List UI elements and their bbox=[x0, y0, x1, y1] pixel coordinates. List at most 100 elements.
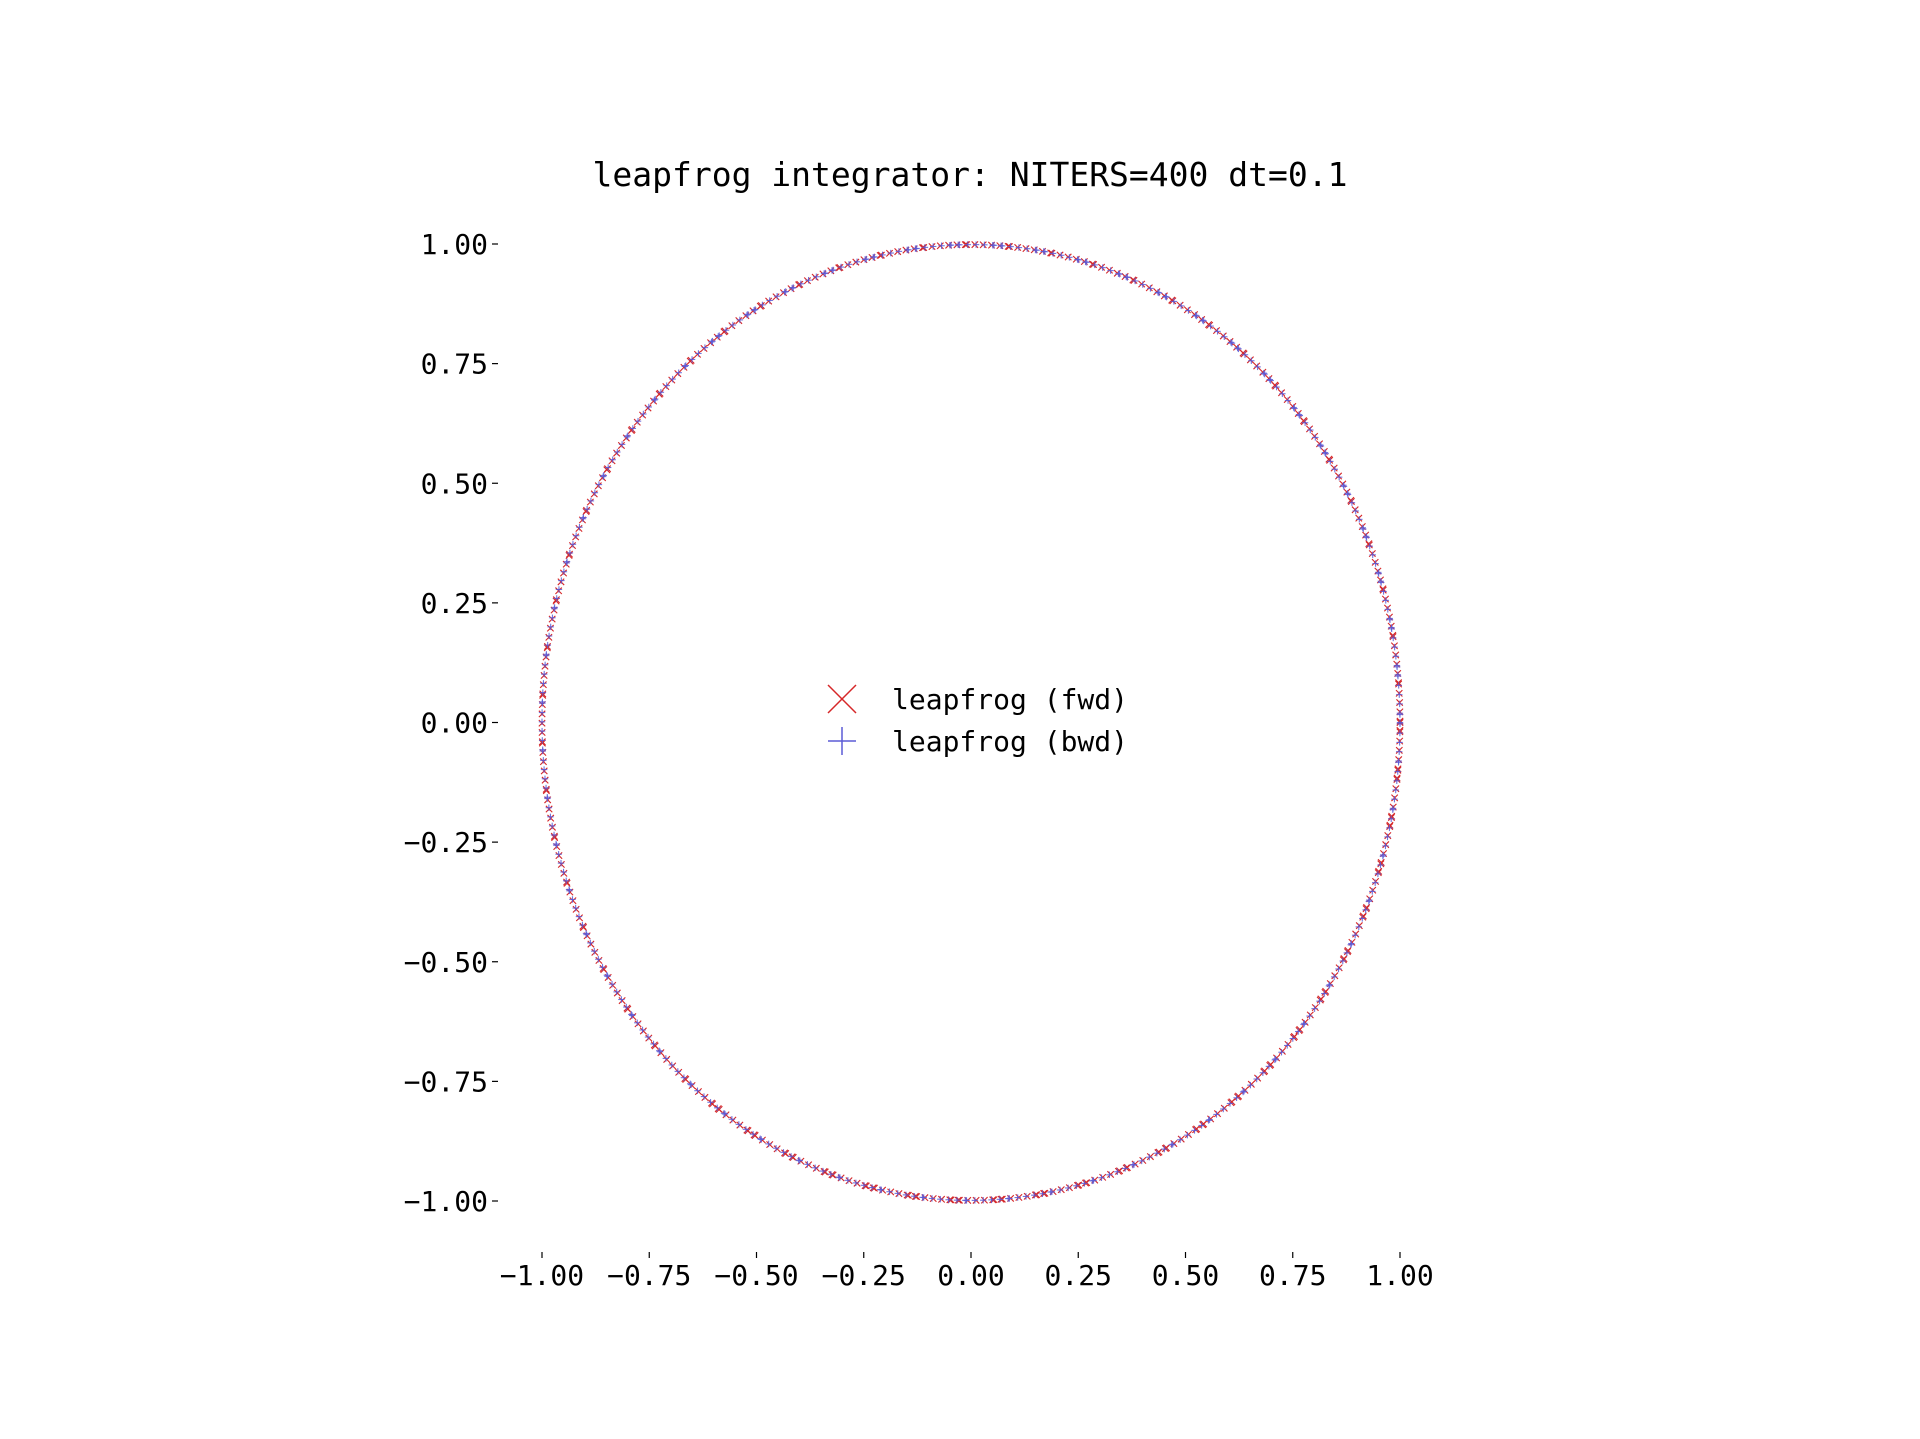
point-bwd bbox=[1343, 949, 1351, 957]
point-fwd bbox=[1331, 972, 1339, 980]
point-bwd bbox=[540, 757, 547, 764]
point-bwd bbox=[797, 280, 805, 287]
point-bwd bbox=[1284, 1042, 1291, 1049]
point-bwd bbox=[1300, 1021, 1307, 1028]
point-bwd bbox=[1056, 1186, 1064, 1194]
point-fwd bbox=[1330, 464, 1338, 472]
point-bwd bbox=[1161, 1145, 1168, 1153]
point-bwd bbox=[1396, 711, 1404, 718]
point-bwd bbox=[1327, 458, 1334, 465]
point-bwd bbox=[782, 288, 789, 295]
point-fwd bbox=[613, 989, 621, 997]
point-bwd bbox=[905, 246, 912, 253]
point-bwd bbox=[1279, 390, 1286, 397]
point-bwd bbox=[1014, 1194, 1021, 1201]
point-bwd bbox=[539, 689, 547, 696]
point-bwd bbox=[656, 1048, 664, 1055]
point-bwd bbox=[1169, 1141, 1177, 1148]
point-bwd bbox=[1396, 739, 1403, 746]
point-fwd bbox=[766, 1140, 774, 1149]
point-bwd bbox=[553, 595, 560, 602]
legend-marker-fwd-icon bbox=[827, 684, 857, 714]
point-fwd bbox=[1176, 301, 1184, 309]
point-bwd bbox=[687, 1080, 694, 1088]
point-bwd bbox=[1386, 824, 1393, 832]
point-bwd bbox=[758, 1136, 765, 1143]
point-bwd bbox=[837, 263, 845, 271]
point-bwd bbox=[687, 1081, 695, 1088]
x-tick-label: 0.00 bbox=[937, 1259, 1004, 1292]
point-bwd bbox=[1393, 663, 1401, 671]
point-bwd bbox=[1049, 250, 1057, 257]
point-bwd bbox=[1301, 1020, 1308, 1027]
point-bwd bbox=[1253, 1075, 1260, 1083]
point-bwd bbox=[1241, 351, 1249, 358]
point-bwd bbox=[829, 266, 837, 274]
point-bwd bbox=[1004, 1195, 1012, 1202]
point-bwd bbox=[1296, 412, 1304, 419]
point-bwd bbox=[583, 505, 591, 513]
point-fwd bbox=[700, 344, 708, 353]
legend: leapfrog (fwd) leapfrog (bwd) bbox=[827, 683, 1128, 758]
point-bwd bbox=[1116, 270, 1123, 278]
point-bwd bbox=[1335, 965, 1342, 973]
point-bwd bbox=[694, 1087, 701, 1094]
point-bwd bbox=[550, 831, 558, 839]
point-bwd bbox=[662, 1055, 670, 1062]
point-bwd bbox=[1392, 653, 1400, 660]
point-fwd bbox=[663, 1055, 671, 1063]
point-bwd bbox=[560, 868, 567, 876]
point-bwd bbox=[1259, 1069, 1267, 1076]
point-bwd bbox=[921, 244, 929, 251]
point-bwd bbox=[1163, 293, 1170, 301]
point-bwd bbox=[1233, 1094, 1240, 1102]
point-fwd bbox=[638, 411, 647, 419]
point-bwd bbox=[545, 632, 553, 640]
point-bwd bbox=[1395, 748, 1403, 755]
point-fwd bbox=[608, 457, 616, 465]
point-bwd bbox=[1360, 525, 1367, 533]
point-bwd bbox=[1226, 1100, 1234, 1107]
point-bwd bbox=[1146, 1153, 1153, 1161]
point-bwd bbox=[1265, 1063, 1273, 1070]
point-bwd bbox=[613, 988, 620, 996]
point-bwd bbox=[569, 896, 576, 903]
point-bwd bbox=[1131, 277, 1139, 285]
point-bwd bbox=[541, 775, 549, 782]
point-bwd bbox=[1344, 491, 1352, 498]
point-fwd bbox=[613, 449, 621, 457]
point-bwd bbox=[1330, 973, 1338, 981]
x-tick-label: −0.75 bbox=[607, 1259, 691, 1292]
legend-label-fwd: leapfrog (fwd) bbox=[892, 683, 1128, 716]
point-bwd bbox=[629, 425, 637, 432]
point-bwd bbox=[552, 840, 560, 848]
point-fwd bbox=[736, 1121, 744, 1129]
point-bwd bbox=[1192, 312, 1199, 319]
point-bwd bbox=[988, 1196, 995, 1204]
point-bwd bbox=[971, 1197, 979, 1204]
point-bwd bbox=[1321, 990, 1328, 997]
point-bwd bbox=[1121, 1165, 1129, 1172]
point-bwd bbox=[722, 327, 730, 334]
point-bwd bbox=[1191, 1127, 1198, 1134]
point-bwd bbox=[1344, 490, 1351, 497]
point-bwd bbox=[720, 1110, 728, 1117]
point-bwd bbox=[715, 333, 722, 340]
point-bwd bbox=[1170, 298, 1178, 305]
point-bwd bbox=[1213, 1111, 1220, 1118]
point-bwd bbox=[1394, 768, 1401, 775]
point-bwd bbox=[1326, 981, 1333, 988]
point-bwd bbox=[1234, 344, 1241, 352]
point-bwd bbox=[628, 1012, 636, 1019]
point-bwd bbox=[695, 350, 702, 357]
point-bwd bbox=[1306, 1012, 1313, 1020]
point-bwd bbox=[542, 784, 550, 792]
point-bwd bbox=[750, 306, 758, 314]
point-bwd bbox=[1369, 551, 1376, 559]
point-bwd bbox=[595, 481, 603, 488]
point-bwd bbox=[879, 251, 886, 259]
point-bwd bbox=[563, 558, 571, 565]
point-fwd bbox=[1212, 326, 1221, 335]
point-bwd bbox=[772, 1145, 780, 1152]
point-bwd bbox=[1390, 634, 1397, 642]
